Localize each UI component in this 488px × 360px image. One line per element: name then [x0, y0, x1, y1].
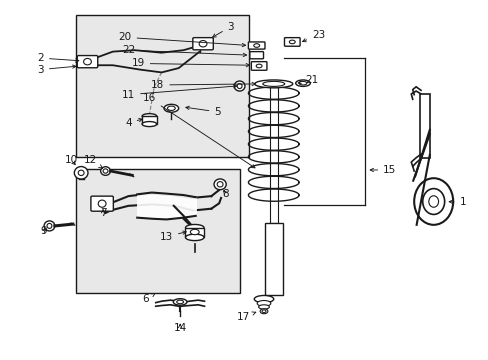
- Ellipse shape: [422, 189, 444, 215]
- FancyBboxPatch shape: [91, 196, 113, 211]
- Ellipse shape: [260, 309, 267, 314]
- Bar: [142, 116, 157, 124]
- Text: 16: 16: [142, 93, 254, 168]
- Text: 9: 9: [40, 226, 47, 236]
- Ellipse shape: [47, 224, 52, 228]
- Text: 2: 2: [37, 53, 79, 63]
- Text: 4: 4: [125, 118, 142, 128]
- FancyBboxPatch shape: [192, 38, 213, 50]
- Ellipse shape: [234, 81, 244, 91]
- Ellipse shape: [163, 104, 178, 112]
- Text: 13: 13: [160, 231, 186, 242]
- Text: 10: 10: [65, 155, 78, 165]
- Ellipse shape: [44, 221, 55, 231]
- Ellipse shape: [254, 296, 273, 303]
- Text: 1: 1: [448, 197, 466, 207]
- Text: 18: 18: [151, 80, 255, 90]
- Ellipse shape: [142, 122, 157, 127]
- Ellipse shape: [167, 106, 175, 111]
- Text: 7: 7: [100, 208, 106, 218]
- Ellipse shape: [78, 170, 84, 176]
- Bar: [269, 87, 277, 223]
- Text: 22: 22: [122, 45, 246, 57]
- Text: 8: 8: [222, 189, 229, 199]
- Ellipse shape: [217, 181, 223, 187]
- Bar: [76, 15, 249, 157]
- Ellipse shape: [103, 169, 108, 173]
- Text: 20: 20: [118, 32, 245, 47]
- Text: 15: 15: [369, 165, 396, 175]
- Ellipse shape: [185, 225, 203, 231]
- Ellipse shape: [258, 305, 269, 309]
- Ellipse shape: [214, 179, 226, 190]
- Ellipse shape: [185, 234, 203, 240]
- Ellipse shape: [428, 196, 438, 207]
- Text: 21: 21: [298, 75, 318, 85]
- Ellipse shape: [74, 167, 88, 179]
- Ellipse shape: [257, 301, 270, 306]
- Ellipse shape: [190, 229, 199, 235]
- Bar: [185, 228, 203, 237]
- Text: 12: 12: [84, 155, 102, 168]
- Text: 17: 17: [236, 312, 255, 322]
- Text: 11: 11: [122, 85, 236, 100]
- Text: 14: 14: [173, 323, 186, 333]
- Ellipse shape: [253, 44, 259, 47]
- Ellipse shape: [299, 81, 306, 85]
- Ellipse shape: [256, 64, 262, 68]
- Text: 6: 6: [142, 293, 155, 304]
- Text: 3: 3: [212, 22, 234, 37]
- Text: 23: 23: [302, 30, 325, 42]
- Ellipse shape: [83, 58, 91, 65]
- Ellipse shape: [142, 114, 157, 119]
- Ellipse shape: [254, 80, 292, 88]
- Ellipse shape: [176, 300, 183, 304]
- Ellipse shape: [295, 80, 310, 86]
- Bar: [419, 94, 429, 158]
- Ellipse shape: [413, 178, 452, 225]
- Ellipse shape: [173, 299, 186, 305]
- FancyBboxPatch shape: [248, 42, 264, 49]
- FancyBboxPatch shape: [249, 51, 263, 59]
- FancyBboxPatch shape: [77, 55, 98, 68]
- Bar: [264, 223, 282, 296]
- Text: 19: 19: [131, 58, 249, 68]
- Bar: [76, 169, 239, 293]
- Ellipse shape: [262, 81, 284, 86]
- Ellipse shape: [237, 84, 242, 89]
- Ellipse shape: [262, 310, 265, 313]
- Text: 5: 5: [185, 106, 221, 117]
- Ellipse shape: [98, 200, 106, 207]
- Ellipse shape: [199, 41, 206, 47]
- Ellipse shape: [289, 40, 295, 44]
- FancyBboxPatch shape: [251, 62, 266, 70]
- FancyBboxPatch shape: [284, 38, 300, 46]
- Text: 3: 3: [37, 64, 76, 75]
- Ellipse shape: [101, 167, 110, 175]
